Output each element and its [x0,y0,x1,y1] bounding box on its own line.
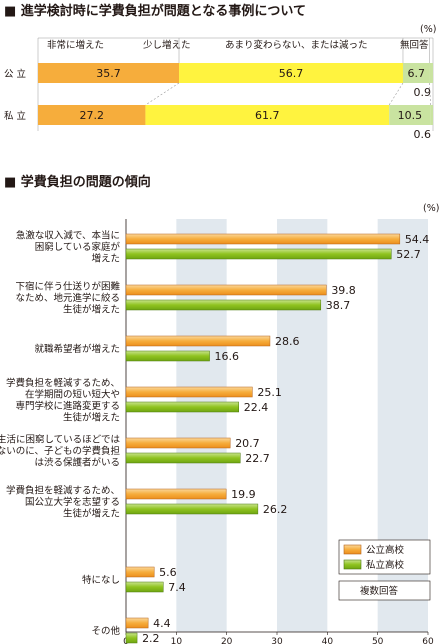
category-label: 就職希望者が増えた [34,343,120,355]
x-tick-label: 40 [322,637,334,644]
bar-private [125,350,210,362]
stack-value-label: 27.2 [79,109,104,122]
multiple-answer-note: 複数回答 [360,585,399,597]
legend-label-public: 公立高校 [366,544,405,556]
bar-public [125,437,231,449]
bar-public [125,233,401,245]
bar-value-private: 7.4 [168,581,186,594]
stack-segment [179,63,403,83]
stack-segment [38,63,180,83]
header-label-0: 非常に増えた [47,39,104,51]
stack-value-label: 10.5 [398,109,423,122]
x-tick-label: 10 [171,637,183,644]
x-tick-label: 20 [221,637,233,644]
plot-band [176,219,227,632]
bar-value-private: 22.4 [244,401,269,414]
stack-value-label: 56.7 [279,67,304,80]
section2-unit: (%) [423,203,439,214]
section2-title: ■ 学費負担の問題の傾向 [4,174,151,190]
stack-value-label: 61.7 [255,109,280,122]
stack-value-label: 35.7 [96,67,121,80]
section1-title: ■ 進学検討時に学費負担が問題となる事例について [4,3,306,19]
legend: 公立高校 私立高校 複数回答 [338,539,431,601]
bar-value-public: 28.6 [275,335,300,348]
header-label-1: 少し増えた [143,39,191,51]
bar-value-public: 20.7 [235,437,260,450]
bar-value-private: 22.7 [245,452,269,465]
bar-private [125,452,241,464]
category-label: 特になし [82,574,120,586]
note-box [338,580,431,601]
stack-value-label: 0.6 [414,128,432,141]
category-label: 学費負担を軽減するため、在学期間の短い短大や専門学校に進路変更する生徒が増えた [6,377,120,424]
bar-public [125,488,227,500]
stack-connector [145,82,180,106]
bar-private [125,401,239,413]
bar-private [125,299,322,311]
legend-swatch-public [343,544,362,555]
section1-unit: (%) [420,24,436,35]
stack-row-label: 私 立 [4,110,26,122]
category-label: 生活に困窮しているほどではないのに、子どもの学費負担は渋る保護者がいる [0,434,120,469]
bar-value-public: 19.9 [231,488,256,501]
bar-value-private: 26.2 [263,503,288,516]
legend-swatch-private [343,559,362,570]
bar-private [125,581,164,593]
stack-connector [388,82,404,106]
stack-value-label: 6.7 [407,67,425,80]
x-tick-label: 50 [372,637,384,644]
stack-value-label: 0.9 [414,86,432,99]
bar-value-private: 16.6 [215,350,240,363]
bar-value-public: 25.1 [257,386,282,399]
header-label-3: 無回答 [400,39,429,51]
stack-segment [389,105,431,125]
stack-segment [429,63,433,83]
stack-segment [430,105,433,125]
plot-band [277,219,328,632]
stack-segment [38,105,146,125]
legend-label-private: 私立高校 [366,559,405,571]
bar-public [125,284,327,296]
stacked-bar-chart: 公 立 35.7 56.7 6.7 0.9 私 立 27.2 61.7 10.5 0.6 [4,37,434,141]
x-tick-label: 30 [271,637,283,644]
bar-private [125,248,392,260]
bar-value-private: 38.7 [326,299,351,312]
bar-public [125,566,155,578]
bar-private [125,632,138,644]
bar-value-private: 52.7 [396,248,421,261]
category-label: その他 [91,625,120,637]
bar-value-public: 4.4 [153,617,171,630]
bar-public [125,617,149,629]
bar-value-public: 5.6 [159,566,177,579]
category-label: 学費負担を軽減するため、国公立大学を志望する生徒が増えた [6,485,120,520]
bar-value-public: 39.8 [331,284,356,297]
bar-value-public: 54.4 [405,233,430,246]
bar-public [125,386,253,398]
stack-segment [145,105,390,125]
bar-private [125,503,259,515]
category-label: 急激な収入減で、本当に困窮している家庭が増えた [16,230,121,265]
bar-value-private: 2.2 [142,632,160,644]
header-label-2: あまり変わらない、または減った [225,39,368,51]
stack-segment [402,63,430,83]
x-tick-label: 60 [422,637,434,644]
grouped-bar-chart: 010203040506054.452.7急激な収入減で、本当に困窮している家庭… [0,219,434,644]
bar-public [125,335,271,347]
stack-row-label: 公 立 [4,68,26,80]
stacked-headers: 非常に増えた 少し増えた あまり変わらない、または減った 無回答 [47,39,429,51]
category-label: 下宿に伴う仕送りが困難なため、地元進学に絞る生徒が増えた [15,281,120,316]
